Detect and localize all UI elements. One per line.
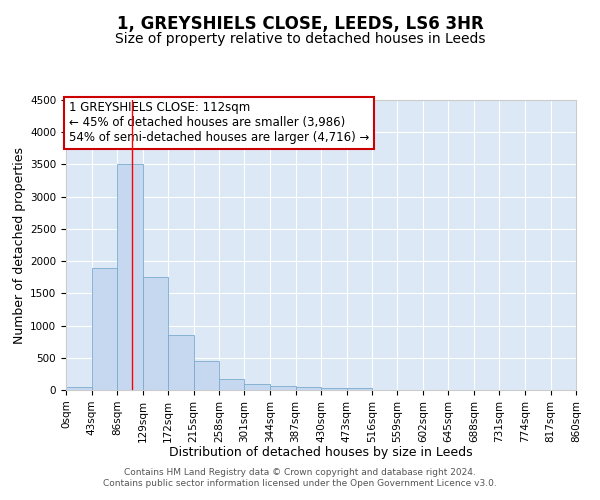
Text: 1 GREYSHIELS CLOSE: 112sqm
← 45% of detached houses are smaller (3,986)
54% of s: 1 GREYSHIELS CLOSE: 112sqm ← 45% of deta… xyxy=(68,102,369,144)
X-axis label: Distribution of detached houses by size in Leeds: Distribution of detached houses by size … xyxy=(169,446,473,459)
Bar xyxy=(66,387,91,390)
Bar xyxy=(168,335,193,390)
Bar xyxy=(347,388,372,390)
Bar xyxy=(91,268,117,390)
Bar xyxy=(321,388,347,390)
Bar xyxy=(143,277,168,390)
Bar xyxy=(117,164,143,390)
Bar xyxy=(193,361,219,390)
Bar xyxy=(245,384,270,390)
Bar xyxy=(270,386,296,390)
Text: 1, GREYSHIELS CLOSE, LEEDS, LS6 3HR: 1, GREYSHIELS CLOSE, LEEDS, LS6 3HR xyxy=(116,15,484,33)
Bar xyxy=(296,387,321,390)
Text: Size of property relative to detached houses in Leeds: Size of property relative to detached ho… xyxy=(115,32,485,46)
Y-axis label: Number of detached properties: Number of detached properties xyxy=(13,146,26,344)
Bar xyxy=(219,379,245,390)
Text: Contains HM Land Registry data © Crown copyright and database right 2024.
Contai: Contains HM Land Registry data © Crown c… xyxy=(103,468,497,487)
